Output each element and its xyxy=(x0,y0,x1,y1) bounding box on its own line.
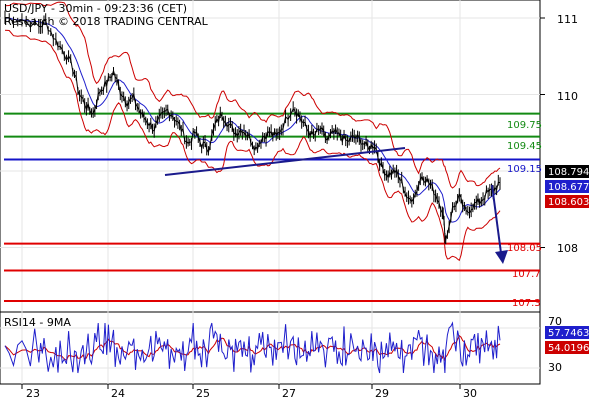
x-tick-label: 24 xyxy=(111,387,125,400)
level-label-108-05: 108.05 xyxy=(507,243,542,254)
x-tick-label: 29 xyxy=(375,387,389,400)
series-layer xyxy=(4,1,508,264)
rsi-tag: 57.7463 xyxy=(548,328,589,339)
y-tick-label: 111 xyxy=(557,13,578,26)
chart-title: USD/JPY - 30min - 09:23:36 (CET) xyxy=(4,2,187,15)
sma-tag-box xyxy=(545,180,589,193)
main-panel xyxy=(0,0,541,313)
rsi-title: RSI14 - 9MA xyxy=(4,316,71,329)
sma-tag: 108.677 xyxy=(548,182,589,193)
forecast-arrow-shaft xyxy=(491,184,502,254)
price-line xyxy=(4,17,500,242)
rsi-tag-box xyxy=(545,326,589,339)
band-tag: 108.603 xyxy=(548,197,589,208)
price-tag: 108.794 xyxy=(548,167,589,178)
price-tag-box xyxy=(545,165,589,178)
rsi-panel xyxy=(0,311,541,385)
level-label-109-15: 109.15 xyxy=(507,164,542,175)
forecast-arrow-head xyxy=(495,250,508,264)
x-tick-label: 23 xyxy=(26,387,40,400)
rsi-line xyxy=(4,321,501,374)
level-label-107-7: 107.7 xyxy=(512,269,541,280)
rsi-ma-tag: 54.0196 xyxy=(548,343,589,354)
x-tick-label: 27 xyxy=(282,387,296,400)
levels-layer xyxy=(4,112,540,303)
y-tick-label: 108 xyxy=(557,242,578,255)
grid-layer xyxy=(0,0,545,389)
band-tag-box xyxy=(545,195,589,208)
rsi-ma-tag-box xyxy=(545,341,589,354)
rsi-layer xyxy=(4,321,501,374)
upper-band-line xyxy=(4,1,501,189)
trend-line xyxy=(164,147,406,176)
rsi-y-tick-label: 70 xyxy=(548,315,562,328)
level-label-107-3: 107.3 xyxy=(512,298,541,309)
rsi-y-tick-label: 30 xyxy=(548,361,562,374)
level-label-109-75: 109.75 xyxy=(507,120,542,131)
y-tick-label: 110 xyxy=(557,90,578,103)
x-tick-label: 30 xyxy=(463,387,477,400)
x-tick-label: 25 xyxy=(196,387,210,400)
level-label-109-45: 109.45 xyxy=(507,141,542,152)
chart-subtitle: Research © 2018 TRADING CENTRAL xyxy=(4,15,209,28)
